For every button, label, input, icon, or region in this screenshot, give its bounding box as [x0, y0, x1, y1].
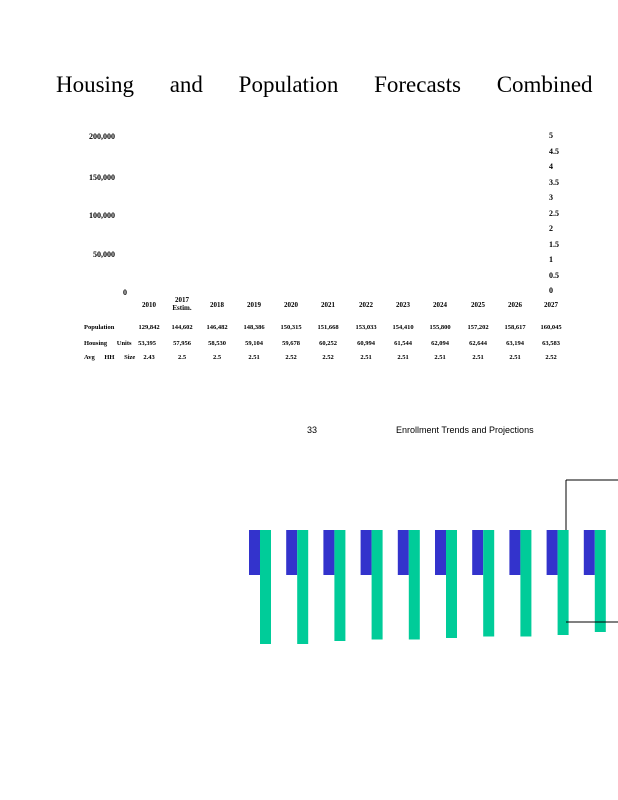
- table-cell: 2.5: [212, 354, 222, 361]
- y2-tick-label: 3: [549, 193, 553, 202]
- bar-green: [520, 530, 532, 637]
- y2-tick-label: 4.5: [549, 146, 559, 156]
- table-cell: 63,194: [506, 340, 524, 347]
- bar-blue: [286, 530, 298, 575]
- table-cell: 53,395: [138, 340, 156, 347]
- table-cell: 148,386: [243, 324, 265, 331]
- x-tick-label: 2021: [321, 301, 335, 309]
- bar-blue: [583, 530, 595, 575]
- table-cell: 59,104: [245, 340, 263, 347]
- table-cell: 2.51: [434, 354, 446, 361]
- table-row-label: Population: [84, 324, 115, 331]
- table-cell: 2.5: [177, 354, 187, 361]
- table-cell: 60,994: [357, 340, 375, 347]
- table-row-label: Housing Units: [84, 340, 132, 347]
- x-tick-label: 2024: [433, 301, 447, 309]
- x-tick-label: 2023: [396, 301, 410, 309]
- bar-green: [446, 530, 457, 638]
- x-tick-label: 2018: [210, 301, 224, 309]
- table-cell: 60,252: [319, 340, 337, 347]
- bar-green: [594, 530, 606, 632]
- page-number: 33: [307, 425, 318, 435]
- table-cell: 2.43: [143, 354, 155, 361]
- table-cell: 58,530: [208, 340, 226, 347]
- table-cell: 154,410: [392, 324, 414, 331]
- table-cell: 144,602: [171, 324, 193, 331]
- bar-green: [371, 530, 383, 640]
- table-cell: 57,956: [173, 340, 191, 347]
- table-cell: 151,668: [317, 324, 339, 331]
- bar-blue: [249, 530, 260, 575]
- table-cell: 59,678: [282, 340, 300, 347]
- y2-tick-label: 2: [549, 224, 553, 233]
- x-tick-label: 2026: [508, 301, 522, 309]
- bar-green: [334, 530, 346, 641]
- table-cell: 2.52: [545, 354, 557, 361]
- bar-green: [483, 530, 495, 637]
- x-tick-label: 2019: [247, 301, 261, 309]
- y-tick-label: 100,000: [89, 211, 115, 220]
- x-tick-label: 2020: [284, 301, 298, 309]
- table-row-label: Avg HH Size: [84, 354, 136, 361]
- bar-green: [557, 530, 569, 635]
- bar-blue: [546, 530, 558, 575]
- table-cell: 62,644: [469, 340, 487, 347]
- table-cell: 2.52: [285, 354, 297, 361]
- table-cell: 157,202: [467, 324, 489, 331]
- x-tick-label: 2022: [359, 301, 373, 309]
- x-tick-label: 2025: [471, 301, 485, 309]
- x-tick-label: 2027: [544, 301, 558, 309]
- table-cell: 62,094: [431, 340, 449, 347]
- bar-blue: [472, 530, 484, 575]
- y2-tick-label: 1: [549, 255, 553, 264]
- table-cell: 2.51: [248, 354, 260, 361]
- table-cell: 2.51: [509, 354, 521, 361]
- bar-green: [260, 530, 271, 644]
- y-tick-label: 50,000: [93, 250, 115, 259]
- y-tick-label: 200,000: [89, 132, 115, 141]
- x-tick-label: 2010: [142, 301, 156, 309]
- x-tick-label: 2017 Estim.: [172, 296, 192, 312]
- y2-tick-label: 0.5: [549, 270, 559, 280]
- y-tick-label: 150,000: [89, 173, 115, 182]
- table-cell: 150,315: [280, 324, 302, 331]
- table-cell: 146,482: [206, 324, 228, 331]
- table-cell: 160,045: [540, 324, 562, 331]
- y-tick-label: 0: [123, 288, 127, 297]
- table-cell: 153,033: [355, 324, 377, 331]
- table-cell: 158,617: [504, 324, 526, 331]
- y2-tick-label: 4: [549, 162, 553, 171]
- table-cell: 155,800: [429, 324, 451, 331]
- table-cell: 2.51: [472, 354, 484, 361]
- table-cell: 2.51: [397, 354, 409, 361]
- y2-tick-label: 3.5: [549, 177, 559, 187]
- y2-tick-label: 5: [549, 131, 553, 140]
- bar-blue: [397, 530, 409, 575]
- bar-blue: [360, 530, 372, 575]
- bar-green: [297, 530, 309, 644]
- table-cell: 63,583: [542, 340, 560, 347]
- bar-blue: [509, 530, 521, 575]
- table-cell: 2.51: [360, 354, 372, 361]
- table-cell: 61,544: [394, 340, 412, 347]
- y2-tick-label: 2.5: [549, 208, 559, 218]
- chart-title: Housing and Population Forecasts Combine…: [56, 72, 593, 97]
- footer-heading: Enrollment Trends and Projections: [396, 425, 534, 435]
- table-cell: 2.52: [322, 354, 334, 361]
- y2-tick-label: 1.5: [549, 239, 559, 249]
- bar-green: [408, 530, 420, 640]
- table-cell: 129,842: [138, 324, 160, 331]
- bar-blue: [323, 530, 335, 575]
- y2-tick-label: 0: [549, 286, 553, 295]
- bar-blue: [435, 530, 446, 575]
